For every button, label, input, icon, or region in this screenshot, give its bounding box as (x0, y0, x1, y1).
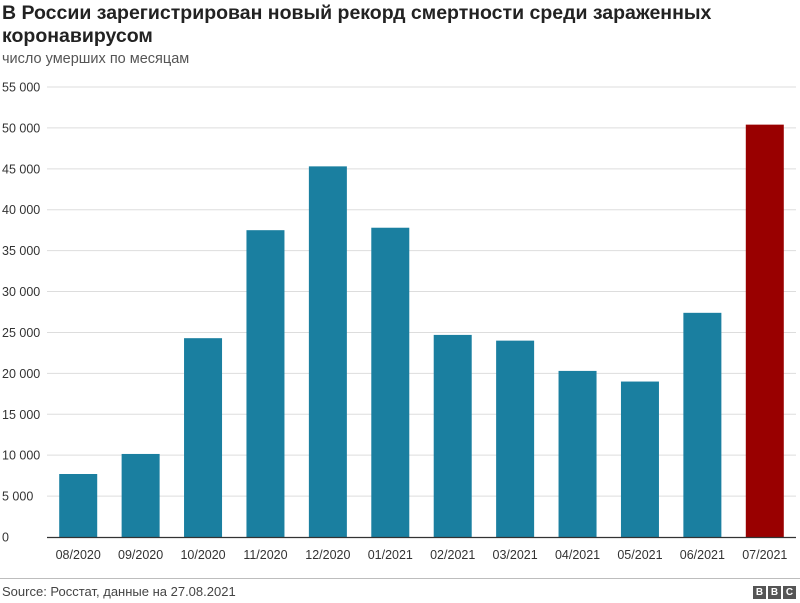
bars (59, 124, 784, 538)
bar (433, 334, 472, 537)
bar-chart: 0 5 000 10 000 15 000 20 000 25 000 30 000 35 0… (2, 81, 796, 562)
x-axis-ticks: 08/2020 09/2020 10/2020 11/2020 12/2020 01/20… (47, 536, 796, 562)
x-tick-label: 11/2020 (243, 548, 287, 562)
x-tick-label: 12/2020 (305, 548, 350, 562)
y-tick-label: 10 000 (2, 449, 40, 463)
bar (246, 230, 285, 537)
bar (558, 370, 597, 537)
gridlines (47, 86, 796, 497)
x-tick-label: 07/2021 (742, 548, 787, 562)
x-tick-label: 08/2020 (56, 548, 101, 562)
x-tick-label: 05/2021 (617, 548, 662, 562)
y-tick-label: 45 000 (2, 162, 40, 176)
y-tick-label: 30 000 (2, 285, 40, 299)
bar (620, 381, 659, 537)
bbc-logo: B B C (753, 586, 796, 599)
y-tick-label: 55 000 (2, 81, 40, 95)
x-tick-label: 03/2021 (493, 548, 538, 562)
source-note: Source: Росстат, данные на 27.08.2021 (2, 584, 236, 599)
bar (683, 312, 722, 537)
bar (59, 474, 98, 537)
bar (745, 124, 784, 538)
y-tick-label: 40 000 (2, 203, 40, 217)
bbc-logo-letter: B (768, 586, 781, 599)
y-tick-label: 15 000 (2, 408, 40, 422)
bbc-logo-letter: C (783, 586, 796, 599)
x-tick-label: 09/2020 (118, 548, 163, 562)
bar (121, 453, 160, 537)
x-tick-label: 01/2021 (368, 548, 413, 562)
x-tick-label: 10/2020 (180, 548, 225, 562)
chart-subtitle: число умерших по месяцам (2, 51, 190, 67)
y-tick-label: 20 000 (2, 367, 40, 381)
bar (496, 340, 535, 537)
footer-divider (0, 578, 800, 579)
x-tick-label: 06/2021 (680, 548, 725, 562)
y-tick-label: 50 000 (2, 121, 40, 135)
y-axis-ticks: 0 5 000 10 000 15 000 20 000 25 000 30 000 35 0… (2, 81, 40, 545)
bar (308, 166, 347, 537)
y-tick-label: 35 000 (2, 244, 40, 258)
y-tick-label: 5 000 (2, 490, 33, 504)
bar (371, 227, 410, 537)
y-tick-label: 0 (2, 531, 9, 545)
x-tick-label: 02/2021 (430, 548, 475, 562)
bar (184, 338, 223, 537)
bbc-logo-letter: B (753, 586, 766, 599)
chart-title: В России зарегистрирован новый рекорд см… (2, 2, 712, 47)
x-tick-label: 04/2021 (555, 548, 600, 562)
y-tick-label: 25 000 (2, 326, 40, 340)
